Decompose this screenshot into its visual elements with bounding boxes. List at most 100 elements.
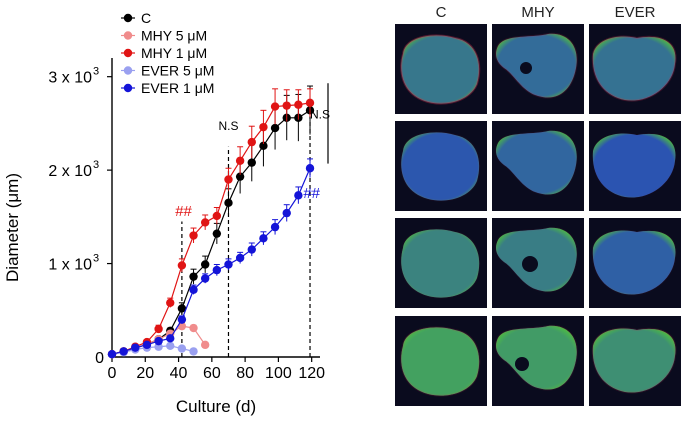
legend-label-3: EVER 5 μM [141, 63, 214, 79]
micrograph-ever-row-3 [589, 218, 681, 308]
data-point-0-14 [270, 123, 280, 133]
x-tick-label-4: 80 [236, 365, 254, 382]
x-tick-label-3: 60 [203, 365, 221, 382]
data-point-2-7 [189, 231, 198, 240]
data-point-0-8 [200, 260, 210, 269]
x-tick-label-6: 120 [298, 365, 325, 382]
data-point-3-6 [177, 344, 187, 353]
micrograph-ever-row-1 [589, 24, 681, 114]
series-line-2 [111, 102, 311, 355]
data-point-2-4 [154, 324, 163, 334]
column-header-c: C [435, 4, 447, 21]
data-point-4-4 [154, 336, 163, 346]
data-point-2-12 [247, 137, 256, 147]
y-tick-label-zero: 0 [95, 350, 104, 367]
y-axis-label: Diameter (μm) [3, 173, 22, 282]
data-point-2-8 [200, 218, 210, 227]
data-point-4-6 [177, 315, 187, 324]
data-point-4-3 [142, 340, 152, 350]
micrograph-ever-row-4 [589, 316, 681, 406]
y-tick-exponent-2: 3 [93, 66, 99, 78]
data-point-0-10 [224, 198, 233, 208]
legend-label-1: MHY 5 μM [141, 28, 207, 44]
micrograph-mhy-row-4 [492, 316, 584, 406]
data-point-4-9 [212, 265, 222, 275]
data-point-2-13 [259, 122, 268, 132]
data-point-2-9 [212, 211, 222, 221]
column-header-ever: EVER [614, 4, 656, 21]
y-tick-exponent-0: 3 [93, 253, 99, 265]
data-point-2-16 [294, 100, 303, 109]
micrograph-image [591, 229, 677, 296]
micrograph-image [400, 228, 481, 299]
data-point-4-12 [247, 245, 256, 254]
data-point-4-10 [224, 260, 233, 269]
data-point-0-13 [259, 141, 268, 151]
micrograph-image [400, 326, 481, 397]
data-point-2-10 [224, 175, 233, 184]
data-point-2-15 [282, 101, 291, 110]
data-point-4-17 [305, 164, 315, 173]
x-tick-label-5: 100 [265, 365, 292, 382]
annotation-3: ## [303, 185, 320, 202]
y-tick-label-1: 2 x 10 [48, 163, 92, 180]
micrograph-image [592, 133, 676, 198]
column-header-mhy: MHY [521, 4, 555, 21]
data-point-0-9 [212, 229, 222, 238]
data-point-2-14 [270, 102, 280, 111]
micrograph-image [495, 324, 578, 391]
legend-label-4: EVER 1 μM [141, 80, 214, 96]
data-point-0-7 [189, 272, 198, 281]
data-point-4-1 [119, 347, 128, 356]
micrograph-image [591, 327, 677, 394]
legend-label-2: MHY 1 μM [141, 45, 207, 61]
x-tick-label-1: 20 [136, 365, 154, 382]
data-point-4-2 [131, 343, 140, 352]
data-point-3-7 [189, 347, 198, 356]
micrograph-c-row-3 [395, 218, 487, 308]
data-point-4-11 [235, 253, 245, 263]
data-point-2-11 [235, 156, 245, 165]
data-point-1-7 [189, 323, 198, 333]
data-point-3-5 [166, 341, 175, 350]
data-point-4-0 [107, 349, 117, 359]
micrograph-mhy-row-1 [492, 24, 584, 114]
data-point-0-11 [235, 172, 245, 181]
series-line-0 [111, 109, 311, 355]
legend-label-0: C [141, 10, 151, 26]
micrograph-c-row-4 [395, 316, 487, 406]
micrograph-ever-row-2 [589, 121, 681, 211]
annotation-2: N.S [310, 108, 330, 122]
data-point-2-5 [166, 298, 175, 308]
data-point-4-7 [189, 285, 198, 294]
micrograph-c-row-1 [395, 24, 487, 114]
micrograph-image [591, 35, 677, 102]
micrograph-c-row-2 [395, 121, 487, 211]
data-point-4-13 [259, 234, 268, 243]
micrograph-image [495, 32, 578, 99]
micrograph-image [495, 226, 578, 293]
data-point-4-8 [200, 274, 210, 283]
data-point-0-6 [177, 304, 187, 313]
data-point-4-15 [282, 208, 291, 218]
x-tick-label-0: 0 [108, 365, 117, 382]
annotation-0: ## [175, 203, 192, 220]
y-tick-exponent-1: 3 [93, 159, 99, 171]
x-axis-label: Culture (d) [176, 397, 256, 416]
x-tick-label-2: 40 [170, 365, 188, 382]
series-line-4 [111, 168, 311, 355]
y-tick-label-0: 1 x 10 [48, 257, 92, 274]
data-point-4-16 [294, 191, 303, 200]
micrograph-image [400, 34, 481, 105]
data-point-2-17 [305, 98, 315, 108]
micrograph-image [400, 131, 481, 202]
data-point-4-5 [166, 334, 175, 343]
data-point-0-12 [247, 158, 256, 167]
micrograph-mhy-row-3 [492, 218, 584, 308]
micrograph-mhy-row-2 [492, 121, 584, 211]
annotation-1: N.S [218, 119, 238, 133]
data-point-1-8 [200, 340, 210, 350]
micrograph-image [495, 129, 578, 196]
y-tick-label-2: 3 x 10 [48, 70, 92, 87]
data-point-2-6 [177, 261, 187, 270]
